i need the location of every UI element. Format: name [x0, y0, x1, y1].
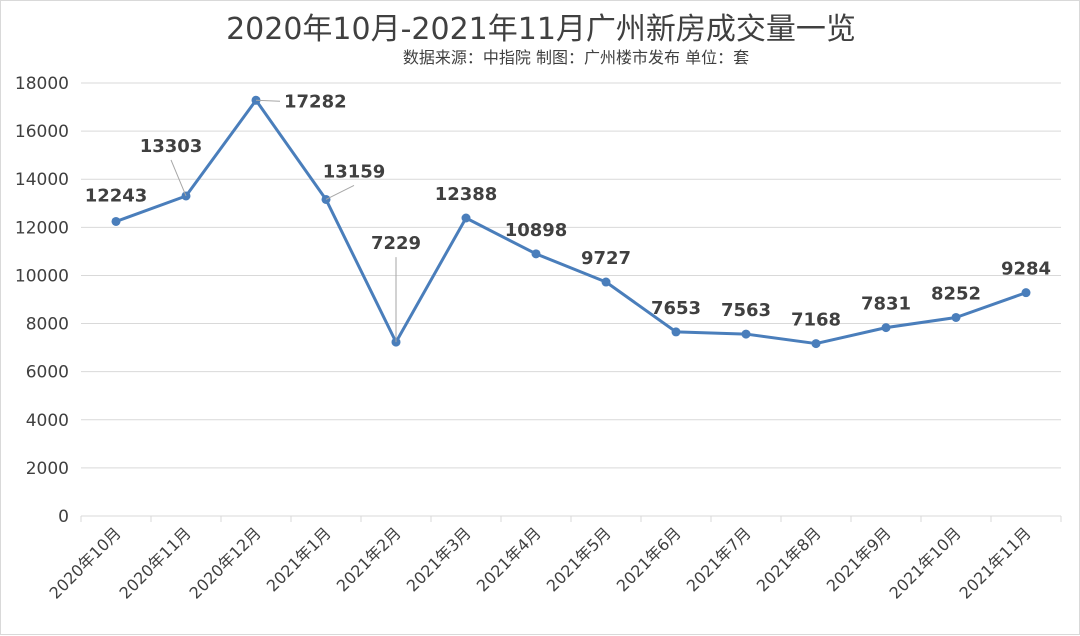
data-label: 7563 [721, 300, 771, 321]
data-point [811, 339, 821, 349]
data-label: 12243 [85, 185, 148, 206]
series-line [115, 98, 1027, 346]
label-leader-line [170, 159, 187, 197]
y-tick-label: 0 [58, 507, 69, 527]
data-label: 7168 [791, 310, 841, 331]
data-label: 9727 [581, 248, 631, 269]
series [111, 95, 1031, 349]
data-label: 9284 [1001, 259, 1051, 280]
x-tick-label: 2021年4月 [473, 523, 545, 595]
label-leader-line [255, 99, 281, 102]
x-tick-label: 2021年7月 [683, 523, 755, 595]
y-tick-label: 14000 [15, 170, 69, 190]
y-tick-label: 12000 [15, 218, 69, 238]
data-point [741, 329, 751, 339]
y-tick-label: 10000 [15, 266, 69, 286]
data-point [671, 327, 681, 337]
x-tick-label: 2020年12月 [186, 523, 265, 602]
grid [81, 82, 1061, 517]
data-label: 13159 [323, 161, 386, 182]
data-point [881, 323, 891, 333]
y-tick-label: 18000 [15, 74, 69, 94]
data-label: 17282 [284, 91, 347, 112]
x-tick-label: 2020年11月 [116, 523, 195, 602]
data-labels: 12243 13303 17282 13159 7229 12388 10898 9727 76… [85, 91, 1051, 343]
data-label: 7653 [651, 298, 701, 319]
data-point [531, 249, 541, 259]
x-tick-label: 2021年6月 [613, 523, 685, 595]
data-label: 8252 [931, 283, 981, 304]
data-label: 10898 [505, 220, 568, 241]
data-point [951, 312, 961, 322]
x-tick-label: 2021年1月 [263, 523, 335, 595]
x-tick-label: 2021年3月 [403, 523, 475, 595]
y-tick-label: 16000 [15, 122, 69, 142]
x-tick-label: 2021年2月 [333, 523, 405, 595]
y-tick-label: 8000 [26, 315, 69, 335]
data-label: 12388 [435, 184, 498, 205]
label-leader-line [325, 185, 355, 200]
x-tick-label: 2021年8月 [753, 523, 825, 595]
x-tick-label: 2021年10月 [886, 523, 965, 602]
data-point [1021, 288, 1031, 298]
data-point [461, 213, 471, 223]
data-label: 7229 [371, 233, 421, 254]
data-point [111, 216, 121, 226]
x-tick-label: 2021年9月 [823, 523, 895, 595]
y-tick-label: 4000 [26, 411, 69, 431]
x-tick-label: 2021年11月 [956, 523, 1035, 602]
y-tick-label: 2000 [26, 459, 69, 479]
chart-title: 2020年10月-2021年11月广州新房成交量一览 [226, 12, 856, 47]
data-label: 7831 [861, 294, 911, 315]
chart-subtitle: 数据来源：中指院 制图：广州楼市发布 单位：套 [403, 48, 749, 67]
x-tick-label: 2021年5月 [543, 523, 615, 595]
data-point [601, 277, 611, 287]
x-tick-label: 2020年10月 [46, 523, 125, 602]
y-tick-label: 6000 [26, 363, 69, 383]
data-label: 13303 [140, 136, 203, 157]
